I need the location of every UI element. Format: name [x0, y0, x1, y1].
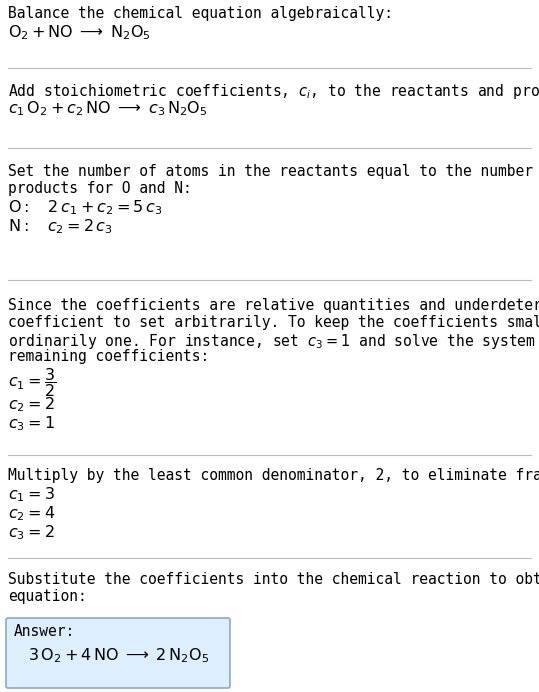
Text: $3\,\mathrm{O_2} + 4\,\mathrm{NO} \;\longrightarrow\; 2\,\mathrm{N_2O_5}$: $3\,\mathrm{O_2} + 4\,\mathrm{NO} \;\lon…: [28, 646, 209, 665]
Text: remaining coefficients:: remaining coefficients:: [8, 349, 209, 364]
Text: Substitute the coefficients into the chemical reaction to obtain the balanced: Substitute the coefficients into the che…: [8, 572, 539, 587]
Text: $c_2 = 2$: $c_2 = 2$: [8, 395, 54, 414]
Text: $\mathrm{N:\quad} c_2 = 2\,c_3$: $\mathrm{N:\quad} c_2 = 2\,c_3$: [8, 217, 113, 236]
Text: Set the number of atoms in the reactants equal to the number of atoms in the: Set the number of atoms in the reactants…: [8, 164, 539, 179]
Text: $c_1\,\mathrm{O_2} + c_2\,\mathrm{NO} \;\longrightarrow\; c_3\,\mathrm{N_2O_5}$: $c_1\,\mathrm{O_2} + c_2\,\mathrm{NO} \;…: [8, 99, 208, 118]
Text: $c_1 = 3$: $c_1 = 3$: [8, 485, 55, 504]
Text: equation:: equation:: [8, 589, 87, 604]
Text: Multiply by the least common denominator, 2, to eliminate fractional coefficient: Multiply by the least common denominator…: [8, 468, 539, 483]
Text: $\mathrm{O_2 + NO \;\longrightarrow\; N_2O_5}$: $\mathrm{O_2 + NO \;\longrightarrow\; N_…: [8, 23, 151, 42]
Text: coefficient to set arbitrarily. To keep the coefficients small, the arbitrary va: coefficient to set arbitrarily. To keep …: [8, 315, 539, 330]
Text: $c_2 = 4$: $c_2 = 4$: [8, 504, 55, 522]
Text: $c_3 = 1$: $c_3 = 1$: [8, 414, 55, 432]
Text: $c_1 = \dfrac{3}{2}$: $c_1 = \dfrac{3}{2}$: [8, 366, 56, 399]
FancyBboxPatch shape: [6, 618, 230, 688]
Text: products for O and N:: products for O and N:: [8, 181, 192, 196]
Text: $\mathrm{O:\quad 2\,}c_1 + c_2 = 5\,c_3$: $\mathrm{O:\quad 2\,}c_1 + c_2 = 5\,c_3$: [8, 198, 162, 217]
Text: Add stoichiometric coefficients, $c_i$, to the reactants and products:: Add stoichiometric coefficients, $c_i$, …: [8, 82, 539, 101]
Text: Balance the chemical equation algebraically:: Balance the chemical equation algebraica…: [8, 6, 393, 21]
Text: Since the coefficients are relative quantities and underdetermined, choose a: Since the coefficients are relative quan…: [8, 298, 539, 313]
Text: ordinarily one. For instance, set $c_3 = 1$ and solve the system of equations fo: ordinarily one. For instance, set $c_3 =…: [8, 332, 539, 351]
Text: Answer:: Answer:: [14, 624, 75, 639]
Text: $c_3 = 2$: $c_3 = 2$: [8, 523, 54, 542]
